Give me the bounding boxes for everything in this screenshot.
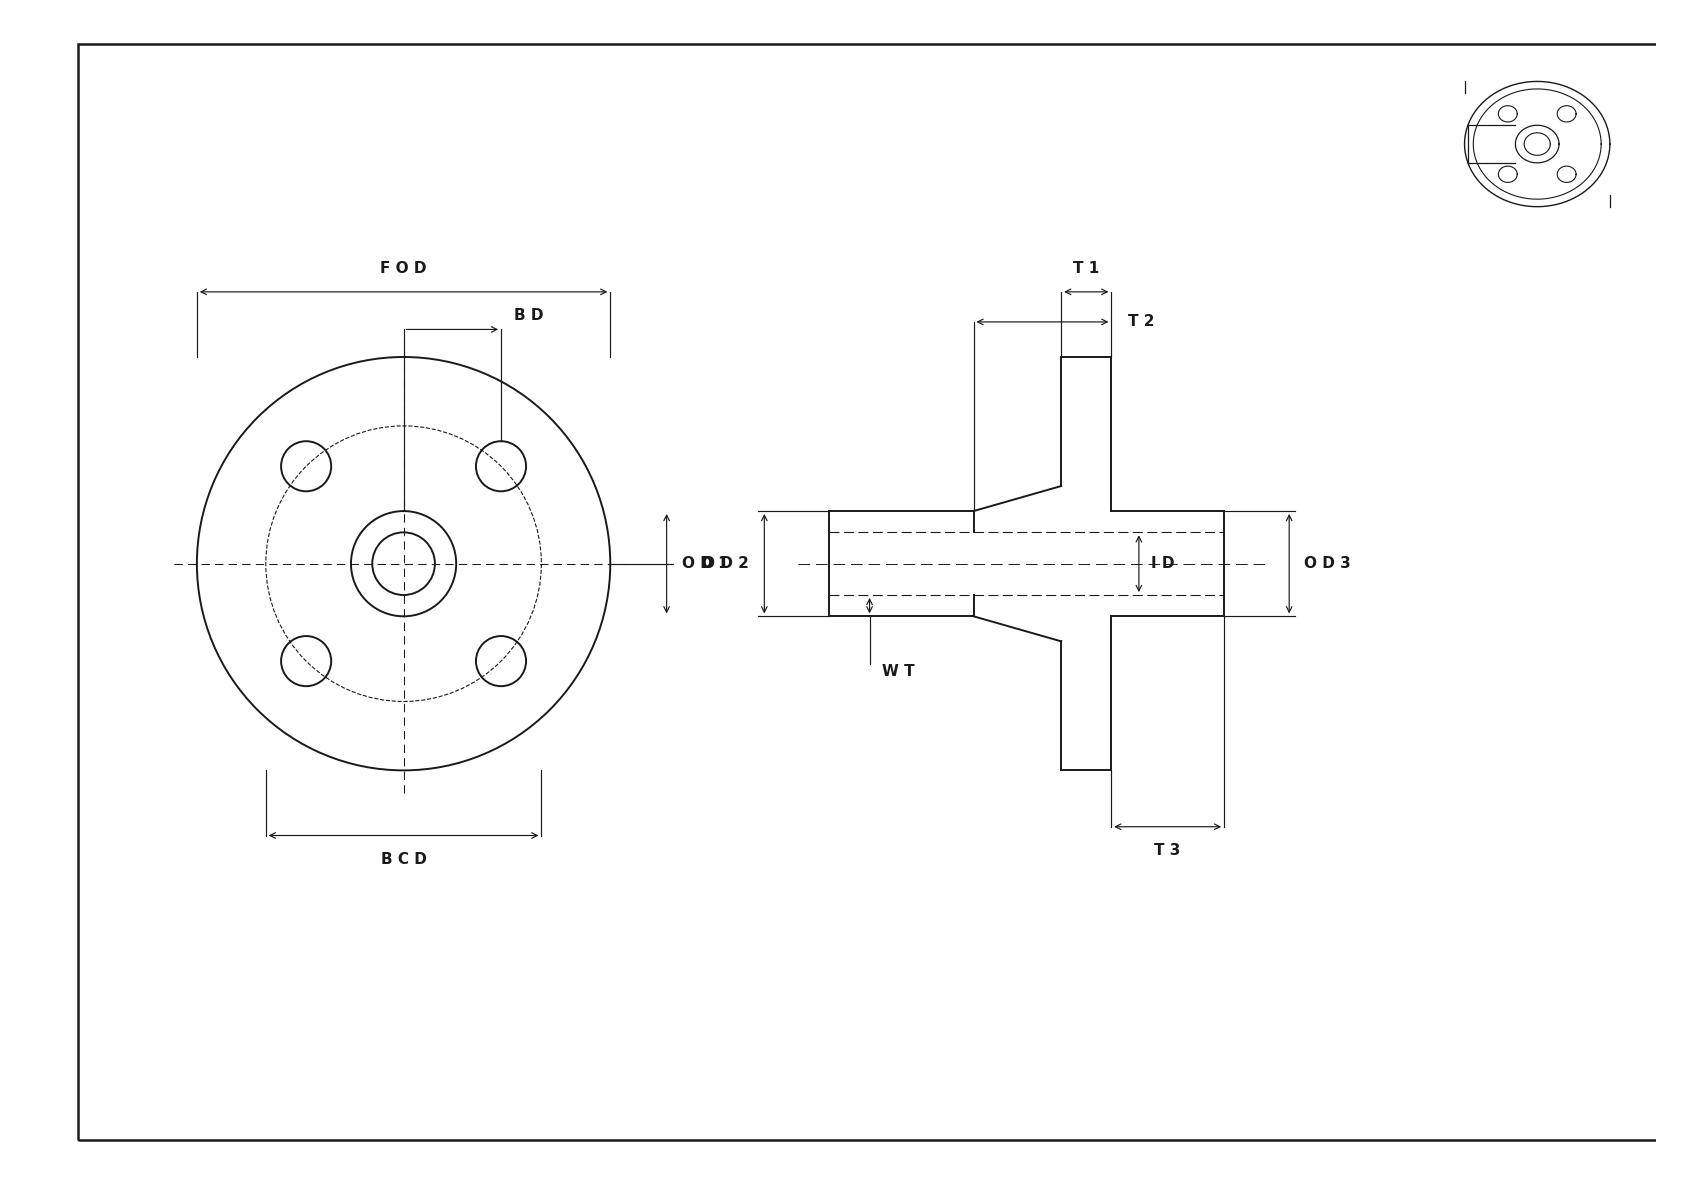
Text: I D: I D <box>1152 556 1175 571</box>
Text: O D 1: O D 1 <box>682 556 727 571</box>
Text: T 1: T 1 <box>1073 261 1100 276</box>
Text: O D 2: O D 2 <box>702 556 749 571</box>
Text: T 2: T 2 <box>1128 314 1154 330</box>
Text: T 3: T 3 <box>1155 843 1180 858</box>
Text: B C D: B C D <box>381 852 426 866</box>
Text: W T: W T <box>882 664 914 678</box>
Text: F O D: F O D <box>381 261 426 276</box>
Text: O D 3: O D 3 <box>1303 556 1351 571</box>
Text: B D: B D <box>514 308 542 324</box>
